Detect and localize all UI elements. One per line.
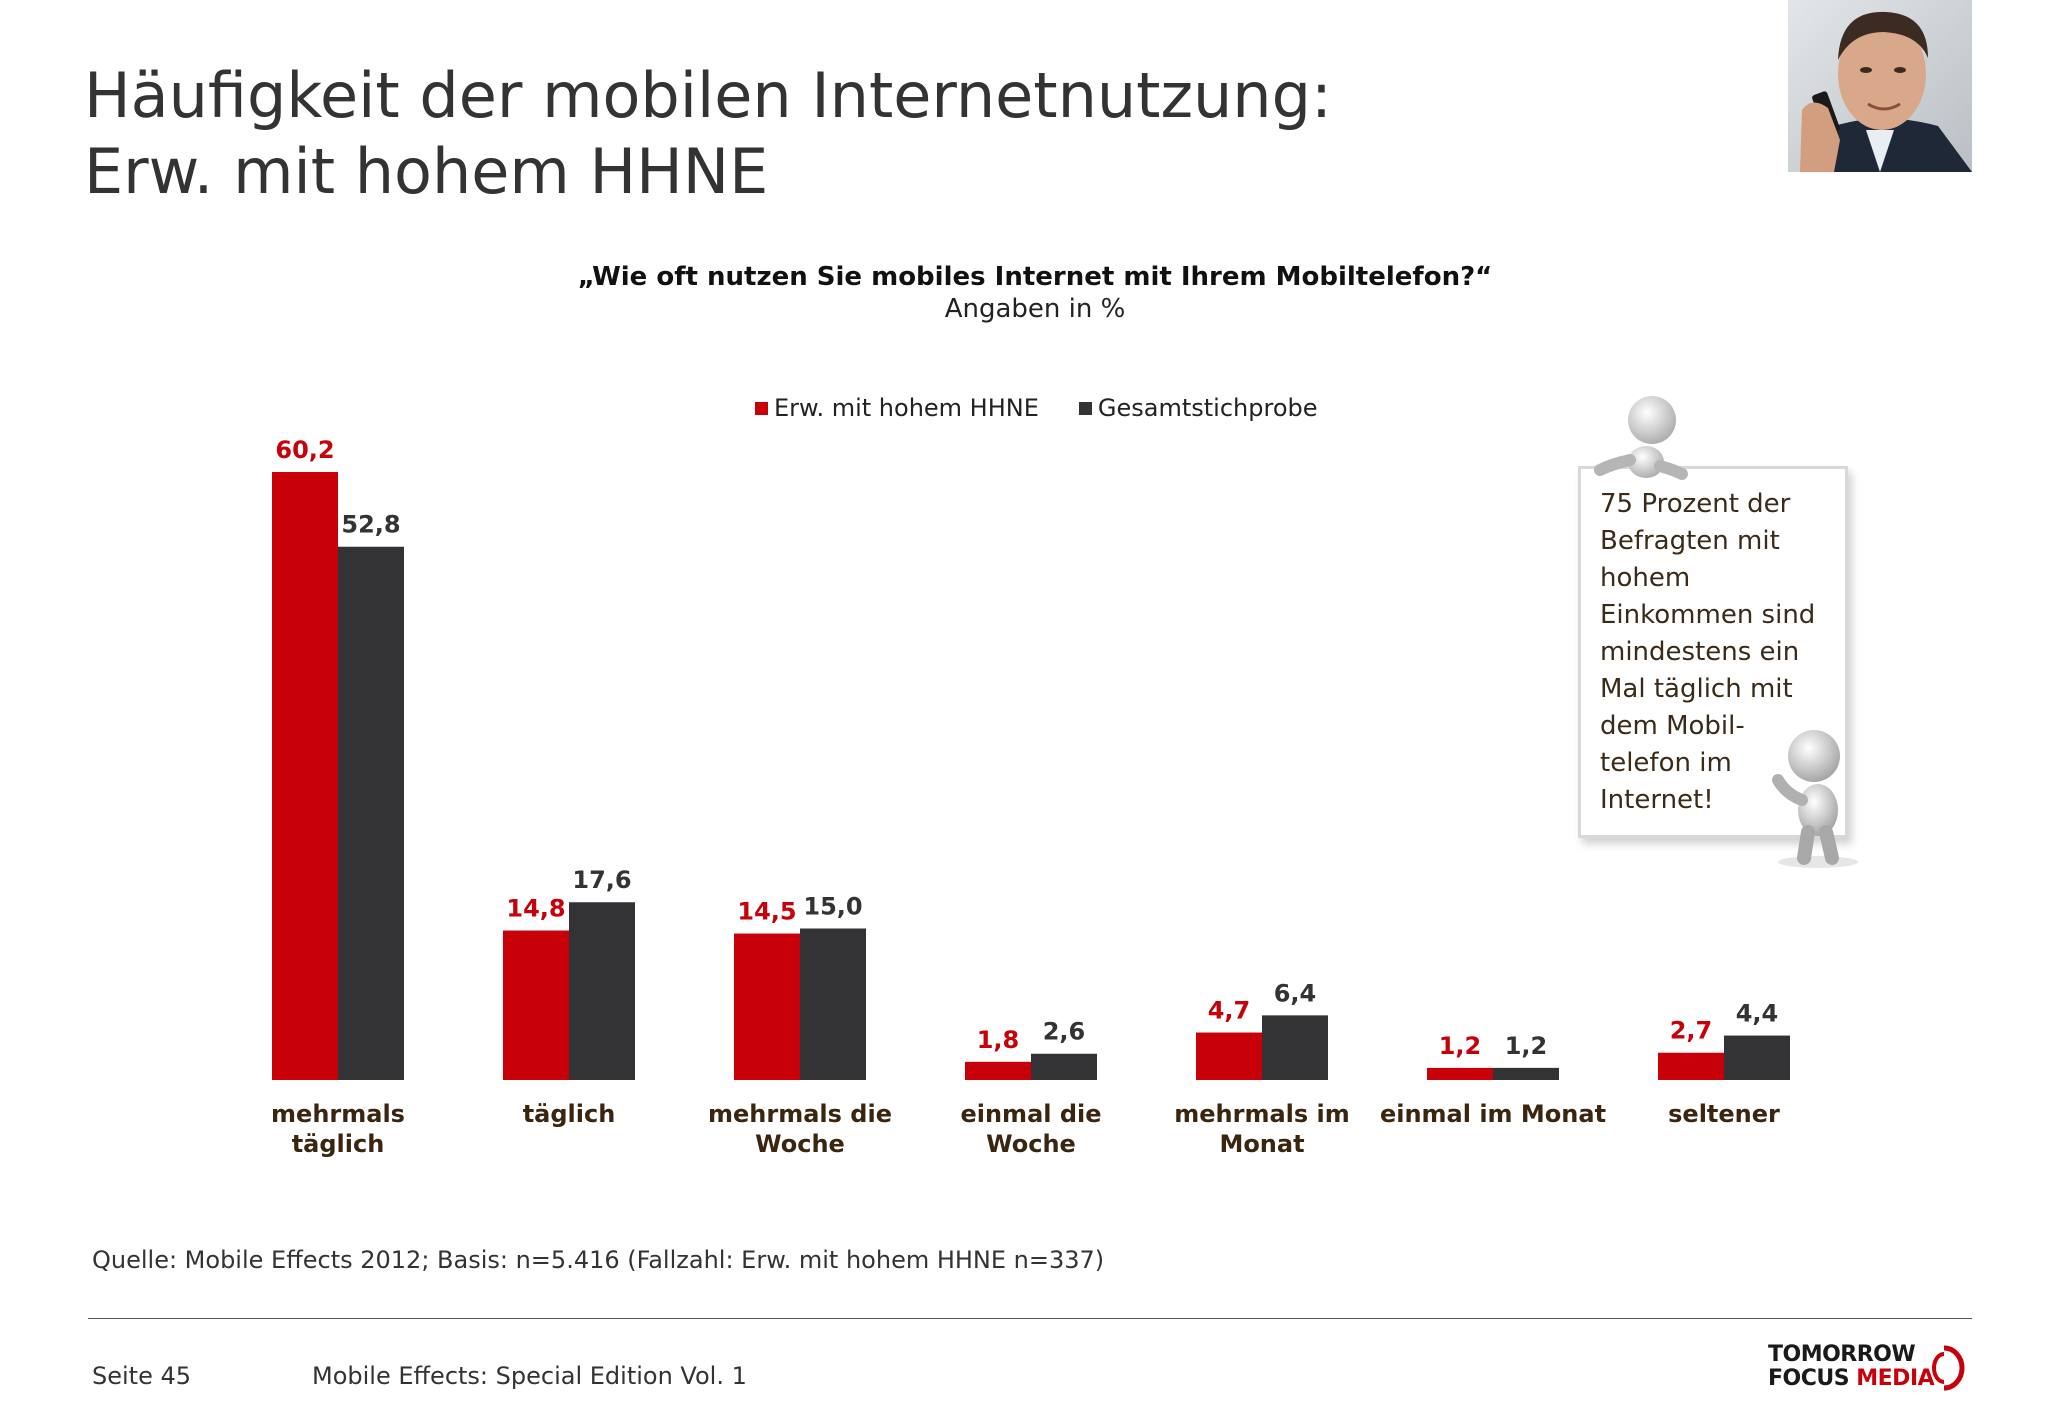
category-label: Woche — [755, 1130, 845, 1158]
category-label: mehrmals — [271, 1100, 405, 1128]
bar-hhne-5 — [1427, 1067, 1493, 1080]
bar-chart: 60,252,8mehrmalstäglich14,817,6täglich14… — [271, 436, 1790, 1158]
bar-gesamt-1 — [569, 902, 635, 1080]
slide-title-line-2: Erw. mit hohem HHNE — [84, 135, 769, 208]
bar-gesamt-5 — [1493, 1067, 1559, 1080]
note-line: dem Mobil- — [1600, 711, 1745, 741]
note-line: 75 Prozent der — [1600, 489, 1791, 519]
note-line: hohem — [1600, 563, 1691, 593]
data-label: 4,4 — [1736, 1000, 1779, 1028]
unit-label: Angaben in % — [944, 294, 1126, 324]
page-number: Seite 45 — [92, 1362, 192, 1390]
data-label: 1,8 — [977, 1026, 1020, 1054]
data-label: 17,6 — [572, 866, 631, 894]
bar-gesamt-2 — [800, 928, 866, 1080]
logo-line-1: TOMORROW — [1768, 1342, 1916, 1367]
logo-line-2: FOCUS MEDIA — [1768, 1366, 1935, 1391]
data-label: 1,2 — [1505, 1032, 1548, 1060]
edition-label: Mobile Effects: Special Edition Vol. 1 — [312, 1362, 747, 1390]
bar-hhne-1 — [503, 930, 569, 1080]
figure-on-board-icon — [1594, 396, 1688, 480]
data-label: 2,7 — [1670, 1017, 1713, 1045]
businessman-phone-photo — [1788, 0, 1972, 172]
data-label: 14,5 — [737, 898, 796, 926]
legend-swatch-dark — [1078, 401, 1092, 415]
data-label: 14,8 — [506, 895, 565, 923]
source-note: Quelle: Mobile Effects 2012; Basis: n=5.… — [92, 1246, 1105, 1274]
tomorrow-focus-media-logo: TOMORROW FOCUS MEDIA — [1768, 1342, 1968, 1394]
legend-label-series-2: Gesamtstichprobe — [1097, 394, 1318, 422]
legend-item-series-2: Gesamtstichprobe — [1078, 394, 1318, 422]
bar-hhne-2 — [734, 933, 800, 1080]
data-label: 15,0 — [803, 893, 862, 921]
data-label: 60,2 — [275, 436, 334, 464]
bar-gesamt-6 — [1724, 1035, 1790, 1080]
category-label: einmal im Monat — [1380, 1100, 1606, 1128]
note-text: 75 Prozent der Befragten mit hohem Einkomme… — [1600, 486, 1840, 819]
category-label: täglich — [292, 1130, 385, 1158]
logo-arc-icon — [1932, 1345, 1965, 1391]
figure-standing-icon — [1772, 730, 1858, 868]
note-line: telefon im — [1600, 748, 1732, 778]
category-label: mehrmals die — [708, 1100, 892, 1128]
bar-hhne-6 — [1658, 1052, 1724, 1080]
data-label: 6,4 — [1274, 979, 1317, 1007]
category-label: Woche — [986, 1130, 1076, 1158]
note-line: Einkommen sind — [1600, 600, 1816, 630]
bar-hhne-0 — [272, 472, 338, 1080]
category-label: einmal die — [960, 1100, 1101, 1128]
legend-item-series-1: Erw. mit hohem HHNE — [755, 394, 1039, 422]
slide-title: Häufigkeit der mobilen Internetnutzung: … — [84, 58, 1584, 210]
note-line: Befragten mit — [1600, 526, 1780, 556]
data-label: 4,7 — [1208, 997, 1251, 1025]
data-label: 52,8 — [341, 511, 400, 539]
survey-question: „Wie oft nutzen Sie mobiles Internet mit… — [577, 262, 1493, 292]
footer-divider — [88, 1318, 1972, 1319]
data-label: 2,6 — [1043, 1018, 1086, 1046]
data-label: 1,2 — [1439, 1032, 1482, 1060]
legend-label-series-1: Erw. mit hohem HHNE — [774, 394, 1039, 422]
logo-media: MEDIA — [1856, 1366, 1935, 1391]
bar-gesamt-4 — [1262, 1015, 1328, 1080]
bar-gesamt-3 — [1031, 1053, 1097, 1080]
category-label: mehrmals im — [1174, 1100, 1350, 1128]
legend-swatch-red — [755, 401, 768, 415]
chart-legend: Erw. mit hohem HHNE Gesamtstichprobe — [755, 394, 1358, 422]
bar-hhne-4 — [1196, 1032, 1262, 1080]
category-label: täglich — [523, 1100, 616, 1128]
logo-focus: FOCUS — [1768, 1366, 1850, 1391]
note-line: mindestens ein — [1600, 637, 1800, 667]
note-line: Internet! — [1600, 785, 1714, 815]
bar-hhne-3 — [965, 1061, 1031, 1080]
category-label: seltener — [1668, 1100, 1780, 1128]
bar-gesamt-0 — [338, 546, 404, 1080]
slide-title-line-1: Häufigkeit der mobilen Internetnutzung: — [84, 59, 1332, 132]
note-line: Mal täglich mit — [1600, 674, 1793, 704]
category-label: Monat — [1219, 1130, 1304, 1158]
